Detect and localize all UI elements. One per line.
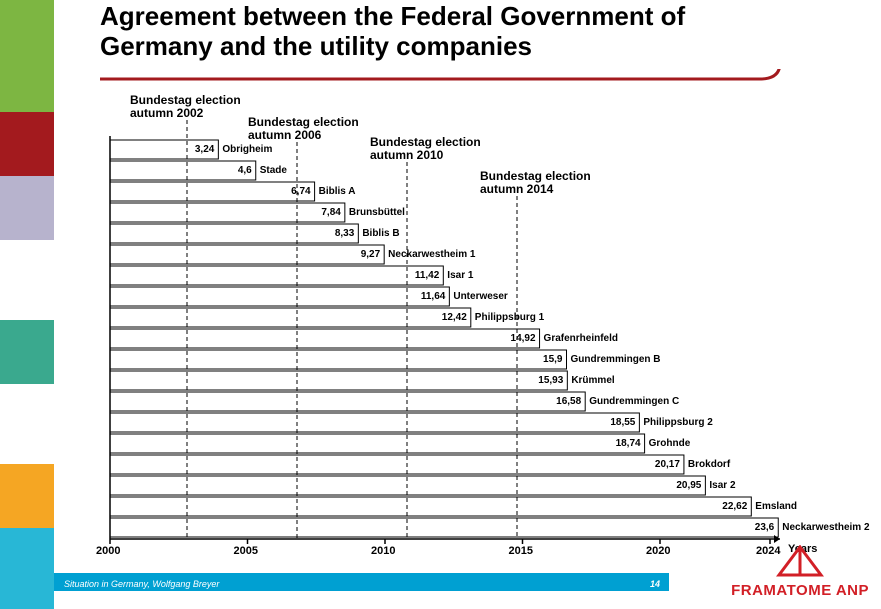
bar-name-label: Unterweser: [453, 291, 507, 302]
logo-triangle-icon: [775, 545, 825, 577]
bar-value-label: 4,6: [216, 165, 252, 176]
x-tick-label: 2000: [96, 545, 120, 557]
bar-value-label: 20,17: [644, 459, 680, 470]
bar-value-label: 3,24: [178, 144, 214, 155]
sidebar-block: [0, 112, 54, 176]
bar-name-label: Isar 1: [447, 270, 473, 281]
x-tick-label: 2010: [371, 545, 395, 557]
bar-name-label: Brunsbüttel: [349, 207, 405, 218]
bar-value-label: 11,42: [403, 270, 439, 281]
sidebar-block: [0, 384, 54, 464]
timeline-bar: [110, 455, 684, 474]
timeline-bar: [110, 308, 471, 327]
timeline-bar: [110, 497, 751, 516]
sidebar-block: [0, 464, 54, 528]
bar-name-label: Biblis A: [319, 186, 356, 197]
slide-title: Agreement between the Federal Government…: [100, 2, 800, 62]
timeline-bar: [110, 287, 449, 306]
x-tick-label: 2005: [234, 545, 258, 557]
timeline-chart: 3,24 Obrigheim 4,6 Stade 6,74 Biblis A 7,84 Bru…: [100, 90, 820, 550]
bar-value-label: 11,64: [409, 291, 445, 302]
timeline-bar: [110, 350, 567, 369]
timeline-bar: [110, 329, 540, 348]
bar-name-label: Philippsburg 1: [475, 312, 544, 323]
bar-name-label: Grafenrheinfeld: [544, 333, 618, 344]
timeline-bar: [110, 434, 645, 453]
election-label: Bundestag electionautumn 2014: [480, 170, 591, 196]
bar-value-label: 6,74: [275, 186, 311, 197]
bar-value-label: 14,92: [500, 333, 536, 344]
bar-name-label: Emsland: [755, 501, 797, 512]
election-label: Bundestag electionautumn 2010: [370, 136, 481, 162]
election-label: Bundestag electionautumn 2006: [248, 116, 359, 142]
logo-text: FRAMATOME ANP: [731, 582, 869, 599]
bar-value-label: 18,74: [605, 438, 641, 449]
bar-value-label: 18,55: [599, 417, 635, 428]
bar-name-label: Gundremmingen B: [571, 354, 661, 365]
bar-name-label: Obrigheim: [222, 144, 272, 155]
bar-value-label: 7,84: [305, 207, 341, 218]
sidebar-block: [0, 528, 54, 609]
bar-name-label: Gundremmingen C: [589, 396, 679, 407]
timeline-bar: [110, 266, 443, 285]
footer-credit: Situation in Germany, Wolfgang Breyer: [64, 579, 219, 589]
timeline-bar: [110, 245, 384, 264]
bar-name-label: Philippsburg 2: [643, 417, 712, 428]
timeline-bar: [110, 413, 639, 432]
page-number: 14: [650, 579, 660, 589]
bar-name-label: Grohnde: [649, 438, 691, 449]
bar-value-label: 23,6: [738, 522, 774, 533]
bar-value-label: 8,33: [318, 228, 354, 239]
bar-name-label: Neckarwestheim 1: [388, 249, 475, 260]
bar-value-label: 9,27: [344, 249, 380, 260]
title-underline: [100, 69, 790, 85]
x-tick-label: 2020: [646, 545, 670, 557]
bar-name-label: Krümmel: [571, 375, 614, 386]
sidebar-block: [0, 240, 54, 320]
bar-name-label: Biblis B: [362, 228, 399, 239]
bar-name-label: Brokdorf: [688, 459, 730, 470]
timeline-bar: [110, 476, 705, 495]
brand-logo: FRAMATOME ANP: [731, 545, 869, 599]
timeline-bar: [110, 518, 778, 537]
election-label: Bundestag electionautumn 2002: [130, 94, 241, 120]
bar-value-label: 12,42: [431, 312, 467, 323]
bar-value-label: 15,9: [527, 354, 563, 365]
x-tick-label: 2015: [509, 545, 533, 557]
bar-value-label: 20,95: [665, 480, 701, 491]
timeline-bar: [110, 371, 567, 390]
slide-title-wrap: Agreement between the Federal Government…: [100, 2, 800, 62]
bar-value-label: 22,62: [711, 501, 747, 512]
bar-value-label: 15,93: [527, 375, 563, 386]
sidebar-block: [0, 176, 54, 240]
timeline-bar: [110, 392, 585, 411]
sidebar-block: [0, 0, 54, 112]
sidebar-color-strip: [0, 0, 54, 609]
bar-name-label: Neckarwestheim 2: [782, 522, 869, 533]
bar-value-label: 16,58: [545, 396, 581, 407]
sidebar-block: [0, 320, 54, 384]
bar-name-label: Isar 2: [709, 480, 735, 491]
bar-name-label: Stade: [260, 165, 287, 176]
